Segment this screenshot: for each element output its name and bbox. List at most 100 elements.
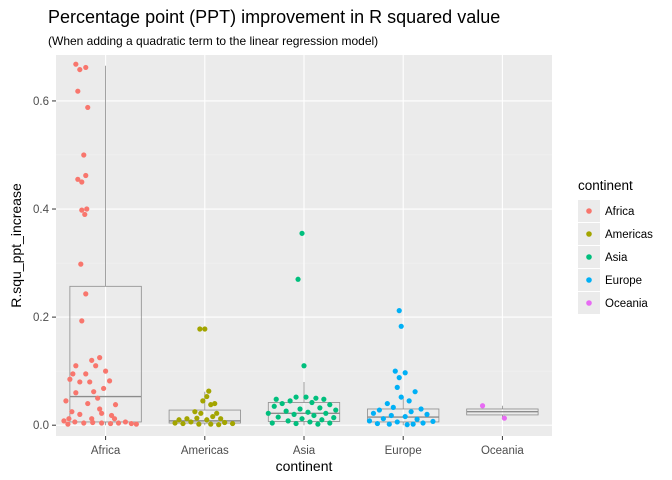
data-point (279, 400, 285, 407)
data-point (418, 406, 424, 412)
data-point (184, 416, 190, 422)
data-point (133, 421, 139, 427)
data-point (398, 323, 404, 329)
x-tick-label: Europe (385, 445, 422, 457)
data-point (394, 384, 400, 390)
data-point (404, 422, 410, 428)
data-point (90, 419, 96, 426)
data-point (87, 379, 93, 385)
box-body (168, 409, 241, 424)
data-point (208, 402, 214, 408)
data-point (309, 399, 315, 406)
data-point (73, 390, 79, 396)
x-tick-label: Oceania (481, 445, 524, 457)
data-point (307, 419, 313, 425)
data-point (269, 420, 275, 426)
data-point (394, 419, 400, 425)
data-point (216, 422, 222, 428)
data-point (176, 417, 182, 423)
data-point (79, 318, 85, 324)
data-point (83, 172, 89, 179)
data-point (77, 379, 83, 385)
data-point (386, 421, 392, 427)
data-point (212, 400, 218, 407)
data-point (265, 410, 271, 416)
data-point (111, 416, 118, 422)
data-point (84, 206, 90, 212)
data-point (420, 420, 426, 426)
legend-key-europe (586, 277, 592, 283)
data-point (275, 414, 281, 420)
data-point (412, 389, 418, 395)
box-body (367, 408, 440, 423)
data-point (392, 368, 398, 374)
data-point (112, 402, 119, 408)
data-point (75, 176, 81, 182)
data-point (293, 394, 299, 400)
legend-label: Oceania (605, 298, 648, 310)
data-point (172, 420, 178, 426)
data-point (208, 421, 214, 427)
data-point (128, 420, 134, 427)
data-point (97, 406, 103, 412)
data-point (321, 396, 327, 402)
data-point (78, 261, 84, 267)
data-point (479, 403, 486, 409)
data-point (103, 368, 109, 374)
data-point (388, 412, 394, 419)
data-point (106, 378, 113, 384)
data-point (273, 396, 279, 402)
data-point (99, 410, 105, 416)
data-point (180, 420, 186, 427)
box-body (69, 285, 142, 423)
data-point (70, 371, 76, 377)
data-point (192, 409, 198, 415)
data-point (97, 355, 103, 361)
data-point (299, 230, 305, 236)
data-point (408, 409, 414, 415)
data-point (198, 410, 204, 416)
data-point (83, 291, 89, 297)
data-point (202, 326, 208, 332)
data-point (299, 416, 305, 422)
data-point (317, 405, 323, 411)
legend-key-africa (586, 208, 592, 214)
data-point (311, 412, 317, 419)
data-point (214, 410, 220, 416)
data-point (101, 385, 107, 392)
data-point (75, 88, 81, 94)
data-point (291, 411, 297, 417)
data-point (333, 407, 339, 413)
data-point (95, 395, 101, 401)
data-point (194, 415, 200, 421)
data-point (93, 363, 99, 369)
data-point (501, 415, 507, 421)
data-point (83, 371, 89, 377)
data-point (83, 64, 89, 71)
data-point (424, 411, 430, 417)
data-point (402, 370, 408, 376)
y-tick-label: 0.2 (33, 312, 49, 324)
data-point (79, 207, 85, 213)
y-axis-title: R.squ_ppt_increase (8, 183, 24, 308)
data-point (196, 421, 202, 427)
data-point (398, 394, 404, 400)
data-point (390, 404, 396, 410)
x-axis-title: continent (276, 458, 333, 474)
data-point (366, 418, 373, 424)
data-point (81, 420, 87, 426)
data-point (410, 421, 416, 427)
legend-title: continent (578, 178, 633, 193)
x-tick-label: Africa (91, 445, 121, 457)
data-point (229, 420, 236, 427)
legend-label: Africa (605, 206, 635, 218)
data-point (303, 394, 309, 400)
data-point (327, 402, 333, 408)
data-point (204, 417, 210, 423)
data-point (301, 363, 307, 369)
data-point (69, 409, 75, 415)
data-point (115, 420, 122, 426)
data-point (376, 407, 382, 413)
